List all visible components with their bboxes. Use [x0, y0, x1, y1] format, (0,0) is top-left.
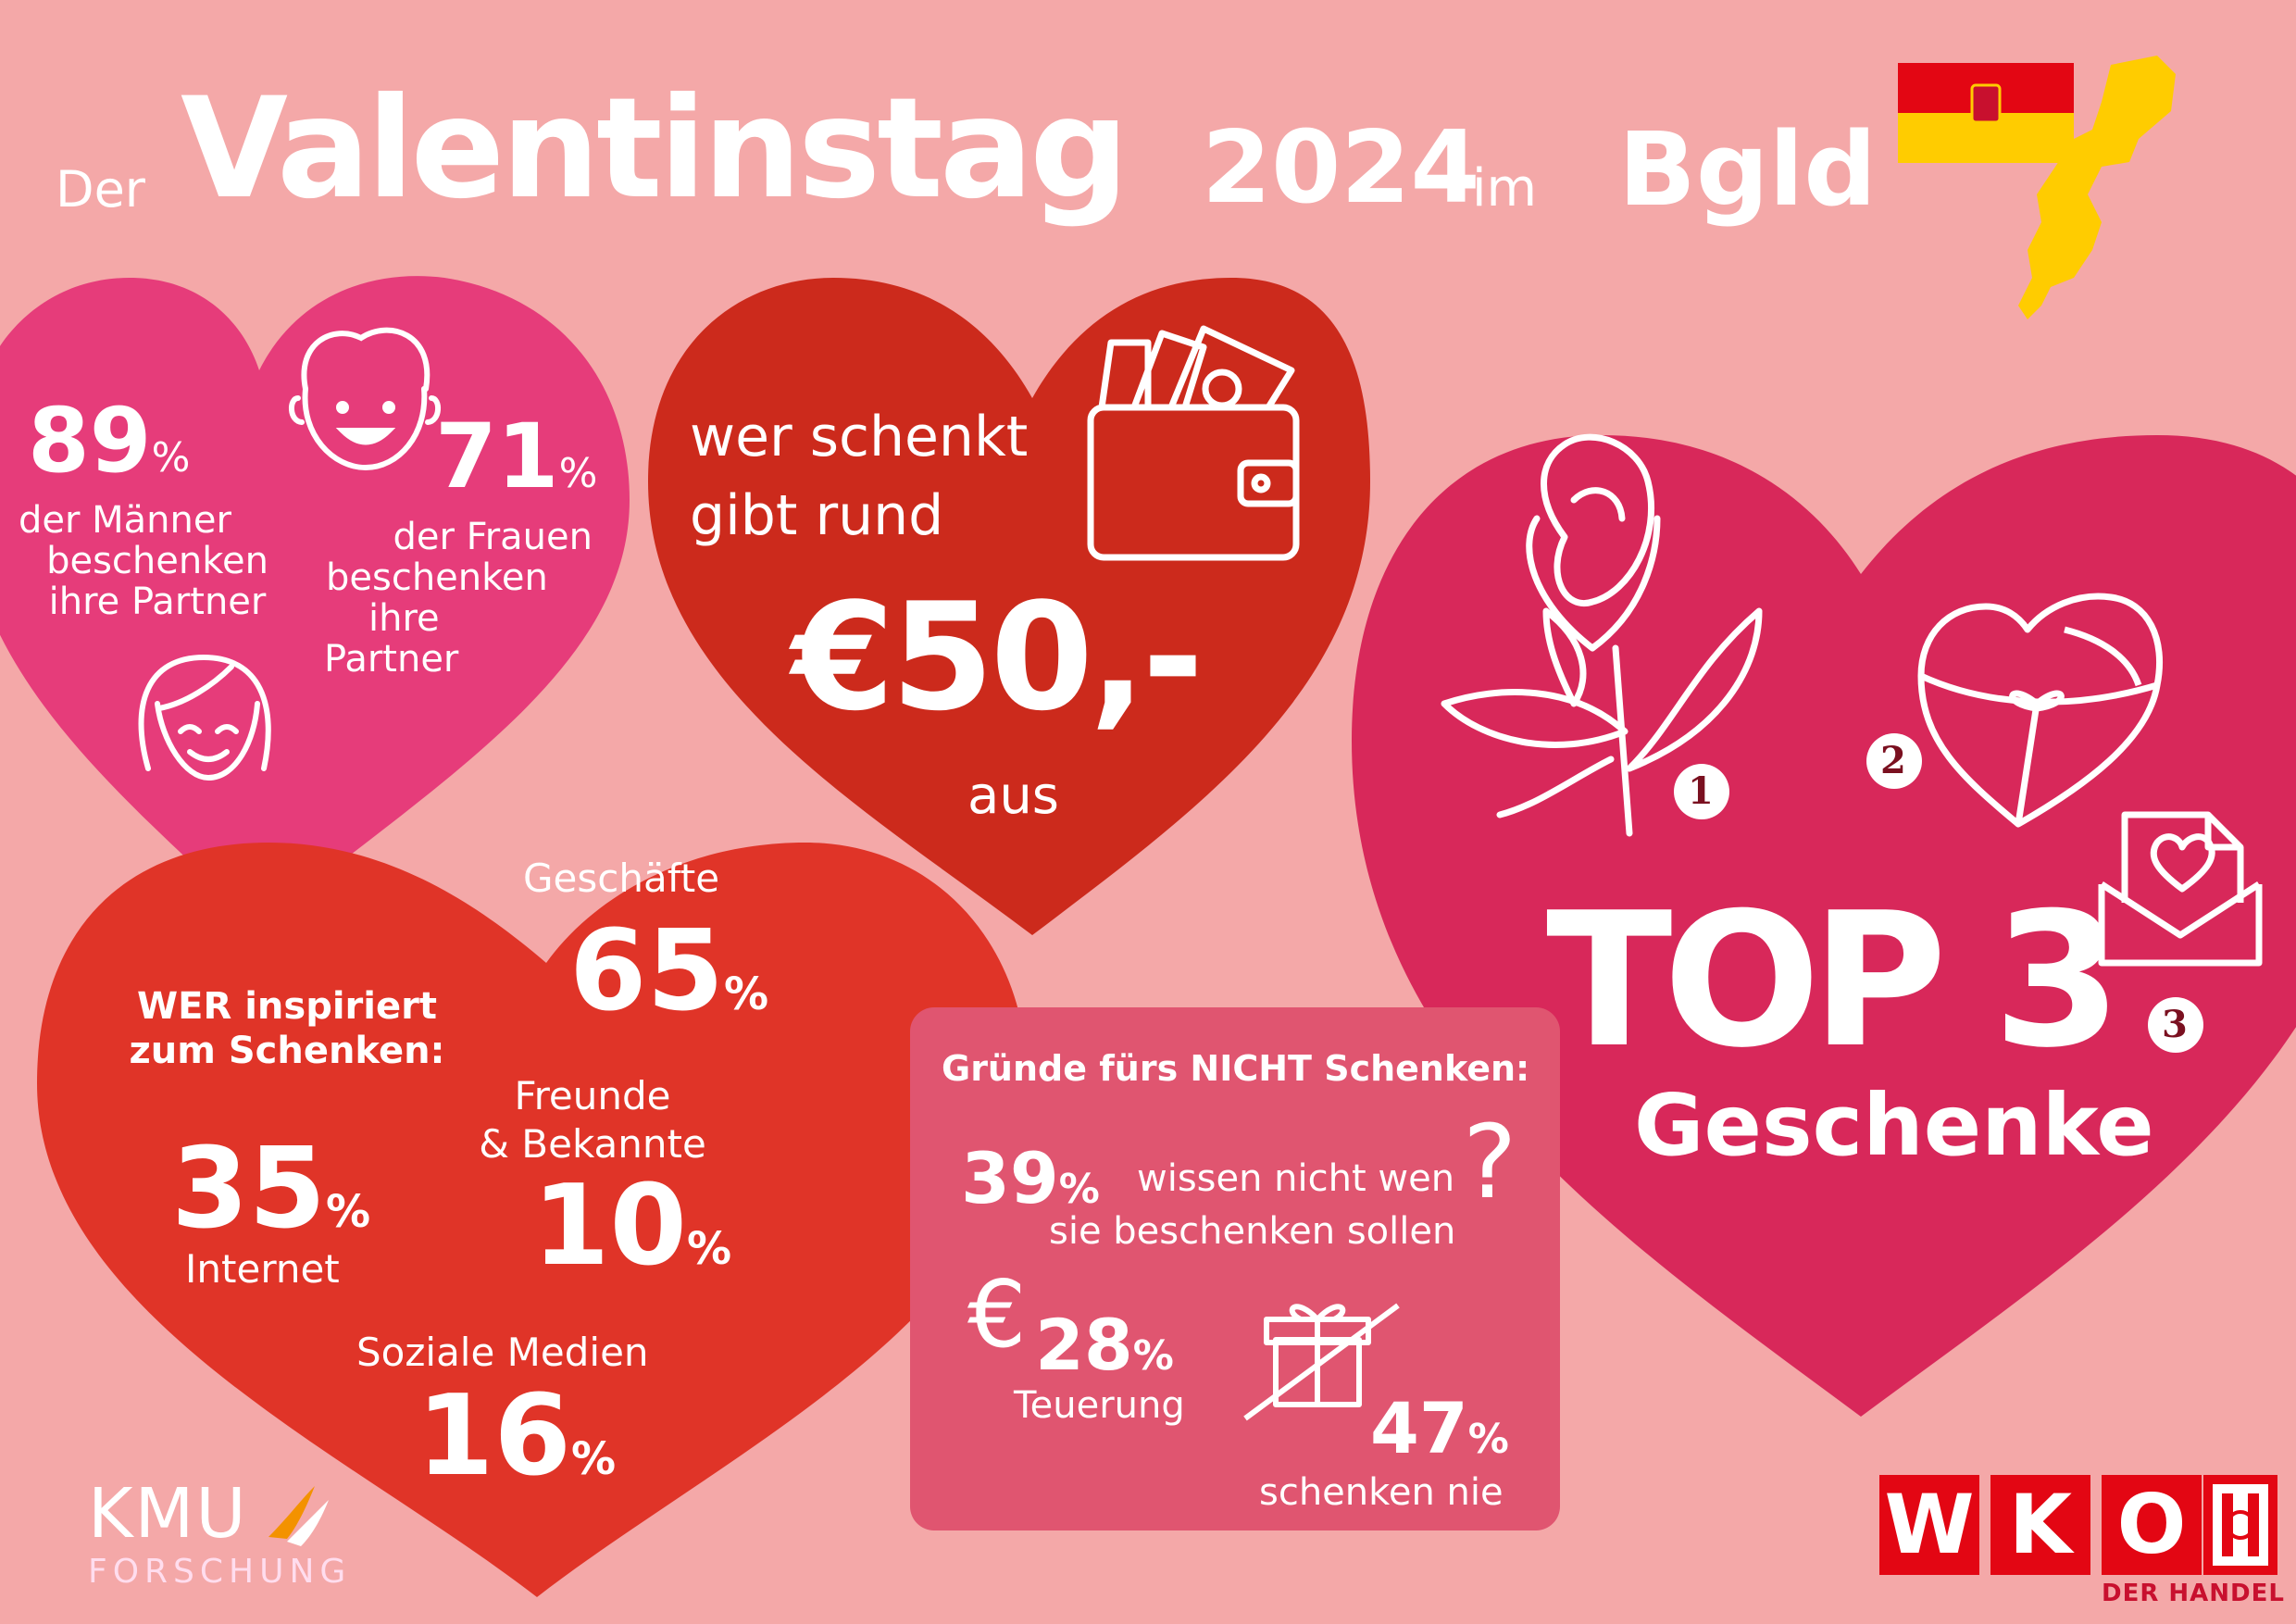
reason3-label: schenken nie — [1259, 1471, 1504, 1514]
rank-2-badge — [1866, 733, 1922, 789]
header-year: 2024 — [1202, 110, 1480, 226]
heart-spend — [648, 278, 1370, 935]
header-title: Valentinstag — [181, 69, 1129, 230]
women-value: 71% — [435, 405, 598, 508]
reason2-symbol: € — [967, 1260, 1027, 1368]
rank-1-badge — [1674, 764, 1729, 819]
reason2-value: 28% — [1035, 1304, 1174, 1386]
header-prefix: Der — [56, 160, 146, 219]
header-region: Bgld — [1618, 110, 1878, 229]
reason1-text1: wissen nicht wen — [1137, 1157, 1455, 1200]
burgenland-map-icon — [2018, 56, 2176, 319]
top3-subtitle: Geschenke — [1634, 1076, 2154, 1175]
spend-amount: €50,- — [792, 570, 1204, 743]
wko-subtitle: DER HANDEL — [2102, 1580, 2285, 1607]
shops-value: 65% — [569, 907, 769, 1036]
reason1-text2: sie beschenken sollen — [1049, 1210, 1456, 1253]
reasons-heading: Gründe fürs NICHT Schenken: — [942, 1048, 1530, 1089]
social-value: 16% — [417, 1372, 617, 1501]
reason1-value: 39% — [961, 1137, 1100, 1219]
wallet-icon — [1087, 325, 1300, 561]
shops-label: Geschäfte — [523, 856, 720, 901]
friends-value: 10% — [532, 1162, 732, 1291]
friends-label: Freunde & Bekannte — [479, 1073, 706, 1167]
heart-partners — [0, 276, 630, 926]
spend-suffix: aus — [967, 766, 1059, 826]
men-value: 89% — [28, 389, 191, 493]
question-mark-icon: ? — [1463, 1103, 1517, 1221]
rank-2-number: 2 — [1880, 739, 1906, 782]
spend-line1: wer schenkt — [690, 405, 1029, 469]
heart-top3 — [1352, 435, 2296, 1417]
rank-3-badge — [2148, 997, 2203, 1053]
header-mid: im — [1472, 158, 1538, 219]
spend-line2: gibt rund — [690, 483, 944, 548]
kmu-logo: KMU FORSCHUNG — [88, 1474, 352, 1591]
women-text: der Frauen beschenken ihre Partner — [324, 516, 593, 681]
girl-face-icon — [138, 654, 271, 781]
reason3-value: 47% — [1370, 1387, 1509, 1469]
rank-1-number: 1 — [1688, 769, 1714, 813]
burgenland-flag-icon — [1898, 63, 2074, 163]
rank-3-number: 3 — [2162, 1003, 2188, 1046]
inspire-heading: WER inspiriert zum Schenken: — [129, 985, 445, 1072]
kmu-swoosh-icon — [268, 1486, 329, 1546]
reasons-box — [910, 1007, 1560, 1530]
heart-inspire — [37, 843, 1028, 1597]
top3-title: TOP 3 — [1546, 873, 2122, 1089]
social-label: Soziale Medien — [356, 1330, 649, 1375]
men-text: der Männer beschenken ihre Partner — [19, 499, 268, 623]
crossed-gift-icon — [1243, 1303, 1400, 1421]
wko-logo: W K O — [1879, 1475, 2202, 1575]
rose-icon — [1441, 433, 1763, 837]
wko-emblem-icon — [2203, 1475, 2277, 1575]
heart-gift-icon — [1917, 593, 2164, 828]
internet-label: Internet — [185, 1246, 340, 1292]
internet-value: 35% — [171, 1125, 371, 1254]
reason2-label: Teuerung — [1014, 1384, 1185, 1427]
boy-face-icon — [289, 327, 441, 471]
love-letter-icon — [2098, 811, 2263, 967]
